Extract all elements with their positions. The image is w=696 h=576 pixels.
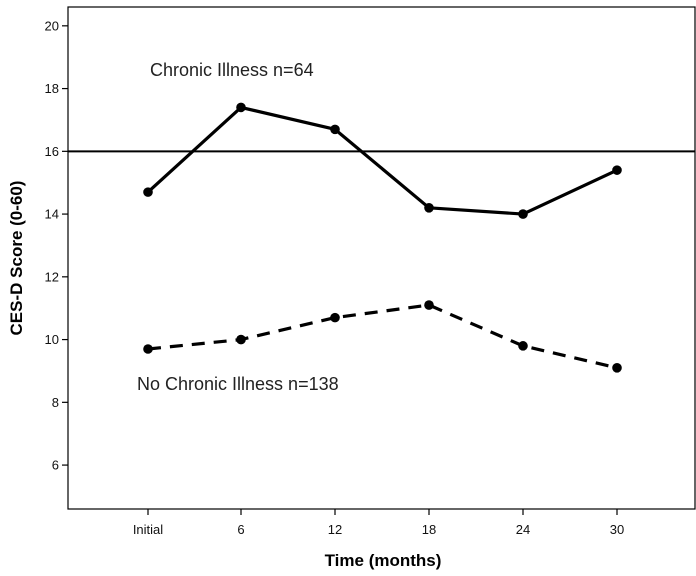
plot-frame [67, 6, 696, 510]
y-tick-label: 8 [52, 395, 59, 410]
y-axis-title: CES-D Score (0-60) [7, 181, 26, 336]
x-tick-label: 30 [610, 522, 624, 537]
annotation-no-chronic-illness: No Chronic Illness n=138 [137, 374, 339, 394]
y-tick-label: 16 [45, 144, 59, 159]
y-tick-label: 10 [45, 332, 59, 347]
y-tick-label: 6 [52, 458, 59, 473]
data-point-chronic-illness [612, 165, 622, 175]
y-tick-label: 18 [45, 81, 59, 96]
data-point-chronic-illness [424, 203, 434, 213]
series-line-no-chronic-illness [147, 303, 618, 370]
data-point-no-chronic-illness [236, 334, 246, 345]
data-point-chronic-illness [518, 209, 528, 219]
series-line-chronic-illness [146, 105, 618, 216]
data-point-chronic-illness [143, 187, 153, 197]
y-tick-label: 12 [45, 269, 59, 284]
series-layer [143, 102, 622, 373]
data-point-chronic-illness [330, 124, 340, 135]
data-point-no-chronic-illness [143, 344, 153, 354]
data-point-chronic-illness [236, 102, 246, 113]
data-point-no-chronic-illness [518, 341, 528, 351]
x-axis-title: Time (months) [325, 551, 442, 570]
y-axis: 6 8 10 12 14 16 18 20 [45, 18, 68, 473]
annotation-chronic-illness: Chronic Illness n=64 [150, 60, 314, 80]
y-tick-label: 20 [45, 18, 59, 33]
data-point-no-chronic-illness [424, 300, 434, 310]
y-tick-label: 14 [45, 207, 59, 222]
x-tick-label: 18 [422, 522, 436, 537]
data-point-no-chronic-illness [612, 363, 622, 373]
x-axis: Initial 6 12 18 24 30 [133, 509, 624, 537]
x-tick-label: 12 [328, 522, 342, 537]
x-tick-label: 24 [516, 522, 530, 537]
data-point-no-chronic-illness [330, 312, 340, 323]
x-tick-label: Initial [133, 522, 163, 537]
x-tick-label: 6 [237, 522, 244, 537]
